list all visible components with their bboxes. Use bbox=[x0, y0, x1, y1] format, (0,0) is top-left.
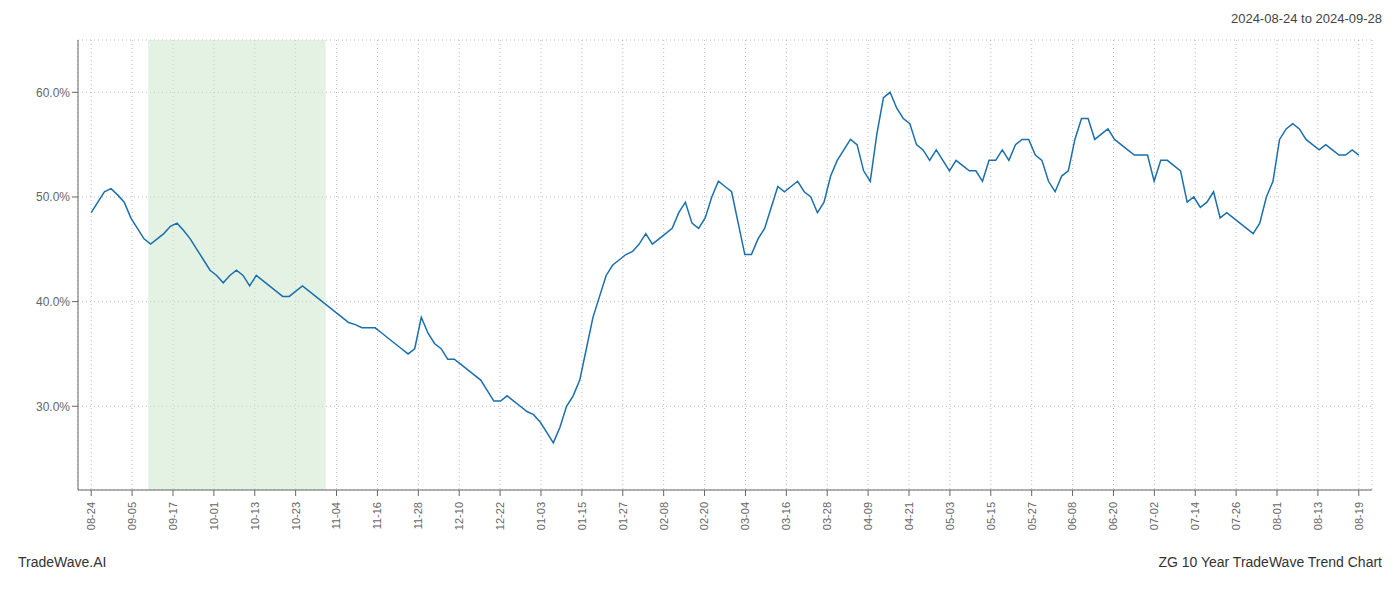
svg-text:05-27: 05-27 bbox=[1026, 502, 1038, 530]
svg-text:04-09: 04-09 bbox=[862, 502, 874, 530]
svg-text:03-16: 03-16 bbox=[780, 502, 792, 530]
svg-text:07-02: 07-02 bbox=[1148, 502, 1160, 530]
html-text:2024-08-24 to 2024-09-28: 2024-08-24 to 2024-09-28 bbox=[1230, 11, 1382, 26]
svg-text:10-13: 10-13 bbox=[249, 502, 261, 530]
svg-text:11-28: 11-28 bbox=[412, 502, 424, 529]
svg-text:03-04: 03-04 bbox=[739, 502, 751, 530]
svg-text:02-08: 02-08 bbox=[658, 502, 670, 530]
svg-text:30.0%: 30.0% bbox=[36, 400, 70, 414]
svg-text:07-26: 07-26 bbox=[1230, 502, 1242, 530]
svg-text:12-10: 12-10 bbox=[453, 502, 465, 530]
svg-text:03-28: 03-28 bbox=[821, 502, 833, 530]
svg-text:09-05: 09-05 bbox=[126, 502, 138, 530]
svg-text:06-20: 06-20 bbox=[1107, 502, 1119, 530]
svg-text:06-08: 06-08 bbox=[1066, 502, 1078, 530]
svg-text:12-22: 12-22 bbox=[494, 502, 506, 530]
svg-text:60.0%: 60.0% bbox=[36, 86, 70, 100]
svg-text:04-21: 04-21 bbox=[903, 502, 915, 530]
svg-text:40.0%: 40.0% bbox=[36, 295, 70, 309]
svg-text:10-23: 10-23 bbox=[290, 502, 302, 530]
html-text:TradeWave.AI: TradeWave.AI bbox=[18, 554, 107, 570]
svg-text:08-01: 08-01 bbox=[1271, 502, 1283, 530]
svg-text:08-24: 08-24 bbox=[85, 502, 97, 530]
svg-text:05-03: 05-03 bbox=[944, 502, 956, 530]
svg-text:05-15: 05-15 bbox=[985, 502, 997, 530]
svg-text:08-19: 08-19 bbox=[1353, 502, 1365, 530]
svg-text:09-17: 09-17 bbox=[167, 502, 179, 530]
svg-text:01-15: 01-15 bbox=[576, 502, 588, 530]
html-text:ZG 10 Year TradeWave Trend Cha: ZG 10 Year TradeWave Trend Chart bbox=[1158, 554, 1382, 570]
svg-text:11-16: 11-16 bbox=[371, 502, 383, 529]
svg-text:01-03: 01-03 bbox=[535, 502, 547, 530]
svg-text:08-13: 08-13 bbox=[1312, 502, 1324, 530]
svg-text:50.0%: 50.0% bbox=[36, 190, 70, 204]
svg-text:11-04: 11-04 bbox=[330, 502, 342, 529]
svg-text:10-01: 10-01 bbox=[208, 502, 220, 530]
svg-text:07-14: 07-14 bbox=[1189, 502, 1201, 530]
svg-text:01-27: 01-27 bbox=[617, 502, 629, 530]
svg-text:02-20: 02-20 bbox=[698, 502, 710, 530]
